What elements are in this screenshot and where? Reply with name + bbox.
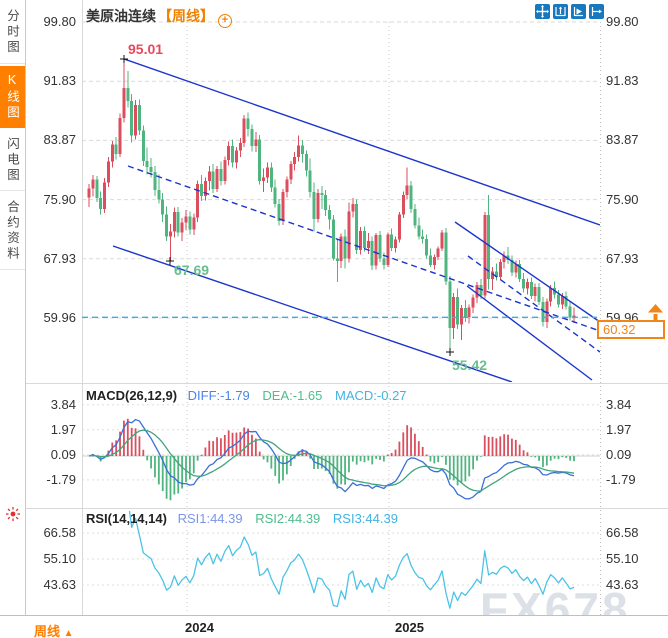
- current-price-tag: 60.32: [597, 320, 665, 339]
- symbol-name: 美原油连续: [86, 8, 156, 24]
- rsi1-value: RSI1:44.39: [177, 511, 243, 526]
- year-label-2025: 2025: [395, 620, 424, 635]
- time-axis-bar: [0, 616, 668, 638]
- period-badge: 【周线】: [158, 8, 214, 24]
- axis-tick-label: 67.93: [43, 250, 76, 266]
- macd-diff-value: DIFF:-1.79: [187, 388, 250, 403]
- rsi-name: RSI(14,14,14): [86, 511, 167, 526]
- axis-tick-label: 59.96: [43, 310, 76, 325]
- sidebar-item-timeshare[interactable]: 分时图: [0, 2, 25, 64]
- rsi2-value: RSI2:44.39: [255, 511, 321, 526]
- axis-tick-label: 99.80: [606, 14, 639, 29]
- year-label-2024: 2024: [185, 620, 214, 635]
- axis-tick-label: 75.90: [606, 191, 639, 207]
- rsi-header: RSI(14,14,14) RSI1:44.39 RSI2:44.39 RSI3…: [86, 511, 407, 526]
- chevron-up-icon: ▲: [63, 628, 74, 638]
- axis-tick-label: -1.79: [46, 471, 76, 487]
- axis-tick-label: 66.58: [606, 525, 639, 540]
- add-indicator-icon[interactable]: +: [218, 14, 232, 28]
- axis-tick-label: 67.93: [606, 250, 639, 266]
- chart-toolbar: [535, 4, 604, 19]
- axis-tick-label: 0.09: [606, 446, 632, 462]
- sidebar-item-contract-info[interactable]: 合约资料: [0, 193, 25, 270]
- period-selector[interactable]: 周线 ▲: [34, 624, 74, 638]
- axis-tick-label: 66.58: [43, 525, 76, 540]
- macd-hist-value: MACD:-0.27: [335, 388, 407, 403]
- axis-tick-label: 1.97: [606, 421, 632, 437]
- axis-tick-label: -1.79: [606, 471, 636, 487]
- indicator-alert-icon[interactable]: [4, 505, 22, 523]
- sidebar-item-kline[interactable]: K线图: [0, 65, 25, 128]
- chart-title: 美原油连续 【周线】 +: [86, 6, 232, 28]
- macd-dea-value: DEA:-1.65: [262, 388, 323, 403]
- rsi3-value: RSI3:44.39: [332, 511, 398, 526]
- axis-tick-label: 83.87: [606, 132, 639, 148]
- axis-tick-label: 83.87: [43, 132, 76, 148]
- axis-tick-label: 0.09: [50, 446, 76, 462]
- axis-tick-label: 99.80: [43, 14, 76, 29]
- chart-type-sidebar: 分时图 K线图 闪电图 合约资料: [0, 0, 26, 638]
- axis-tick-label: 75.90: [43, 191, 76, 207]
- pan-forward-icon[interactable]: [571, 4, 586, 19]
- jump-to-latest-icon[interactable]: [589, 4, 604, 19]
- axis-tick-label: 3.84: [606, 396, 632, 412]
- scroll-to-latest-icon[interactable]: [647, 304, 664, 322]
- fit-vertical-scale-icon[interactable]: [553, 4, 568, 19]
- axis-tick-label: 3.84: [50, 396, 76, 412]
- macd-header: MACD(26,12,9) DIFF:-1.79 DEA:-1.65 MACD:…: [86, 388, 416, 403]
- low2-price-label: 55.42: [452, 357, 488, 373]
- sidebar-item-lightning[interactable]: 闪电图: [0, 130, 25, 191]
- peak-price-label: 95.01: [128, 41, 164, 57]
- axis-tick-label: 55.10: [606, 551, 639, 566]
- axis-tick-label: 43.63: [43, 577, 76, 592]
- axis-tick-label: 91.83: [606, 73, 639, 89]
- axis-tick-label: 55.10: [43, 551, 76, 566]
- axis-tick-label: 1.97: [50, 421, 76, 437]
- move-crosshair-icon[interactable]: [535, 4, 550, 19]
- low1-price-label: 67.69: [174, 262, 210, 278]
- axis-tick-label: 91.83: [43, 73, 76, 89]
- axis-tick-label: 43.63: [606, 577, 639, 592]
- macd-name: MACD(26,12,9): [86, 388, 178, 403]
